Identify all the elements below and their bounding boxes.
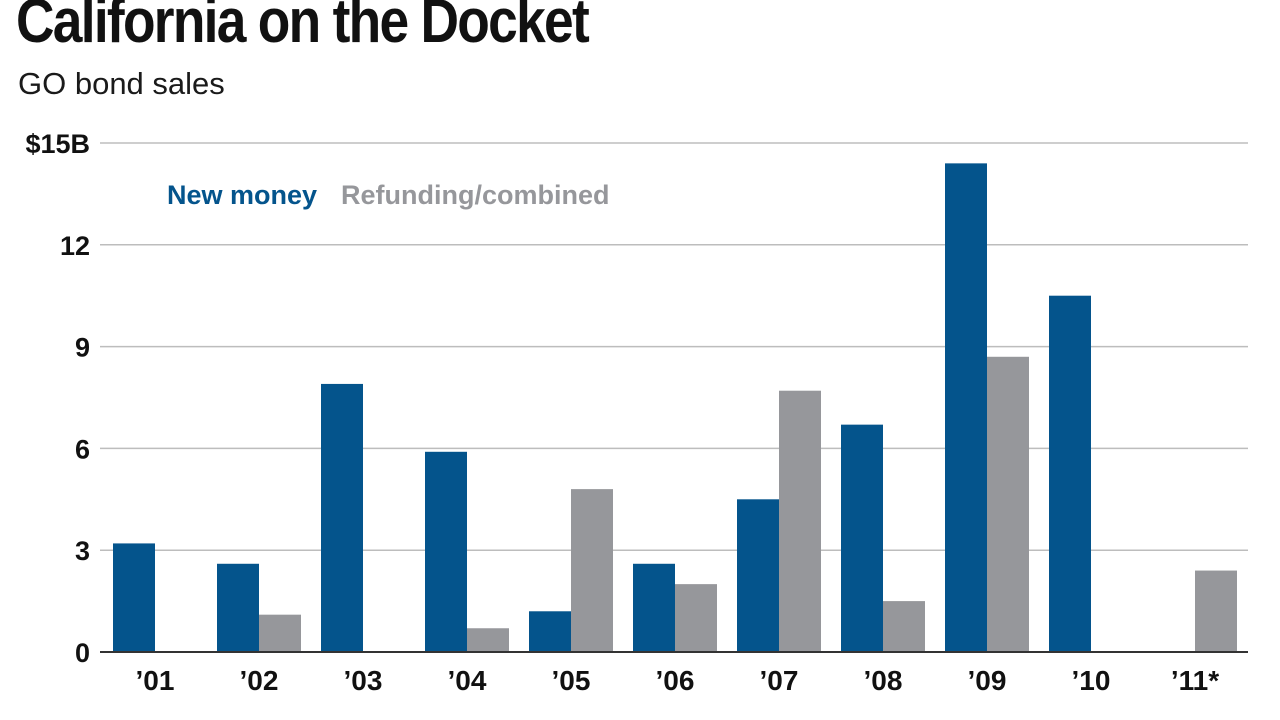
- x-tick-label-4: ’05: [552, 665, 591, 696]
- x-tick-label-9: ’10: [1072, 665, 1111, 696]
- bar-new-money-5: [633, 563, 675, 652]
- x-tick-label-0: ’01: [136, 665, 175, 696]
- bar-new-money-6: [737, 499, 779, 652]
- chart-title: California on the Docket: [16, 0, 590, 56]
- bar-refunding-combined-5: [675, 584, 717, 652]
- x-tick-label-2: ’03: [344, 665, 383, 696]
- legend-item-new-money: New money: [167, 180, 317, 210]
- x-tick-label-5: ’06: [656, 665, 695, 696]
- y-tick-label-6: 6: [75, 434, 90, 464]
- bar-refunding-combined-8: [987, 356, 1029, 652]
- y-tick-label-9: 9: [75, 333, 90, 363]
- x-tick-label-7: ’08: [864, 665, 903, 696]
- y-tick-label-12: 12: [60, 231, 90, 261]
- y-tick-label-3: 3: [75, 536, 90, 566]
- chart-subtitle: GO bond sales: [18, 66, 225, 101]
- y-tick-label-15: $15B: [25, 129, 90, 159]
- legend-item-refunding-combined: Refunding/combined: [341, 180, 609, 210]
- bar-new-money-2: [321, 383, 363, 652]
- bar-new-money-4: [529, 611, 571, 652]
- bar-refunding-combined-10: [1195, 570, 1237, 652]
- bar-refunding-combined-4: [571, 489, 613, 652]
- x-tick-label-10: ’11*: [1171, 665, 1219, 696]
- y-tick-label-0: 0: [75, 638, 90, 668]
- bar-new-money-3: [425, 451, 467, 652]
- bar-refunding-combined-3: [467, 628, 509, 652]
- bar-new-money-1: [217, 563, 259, 652]
- bar-refunding-combined-6: [779, 390, 821, 652]
- bar-new-money-8: [945, 163, 987, 653]
- bar-new-money-9: [1049, 295, 1091, 652]
- x-tick-label-6: ’07: [760, 665, 799, 696]
- x-tick-label-3: ’04: [448, 665, 487, 696]
- x-tick-label-1: ’02: [240, 665, 279, 696]
- bar-refunding-combined-7: [883, 601, 925, 652]
- x-tick-label-8: ’09: [968, 665, 1007, 696]
- bar-new-money-7: [841, 424, 883, 652]
- bar-new-money-0: [113, 543, 155, 652]
- bar-refunding-combined-1: [259, 614, 301, 652]
